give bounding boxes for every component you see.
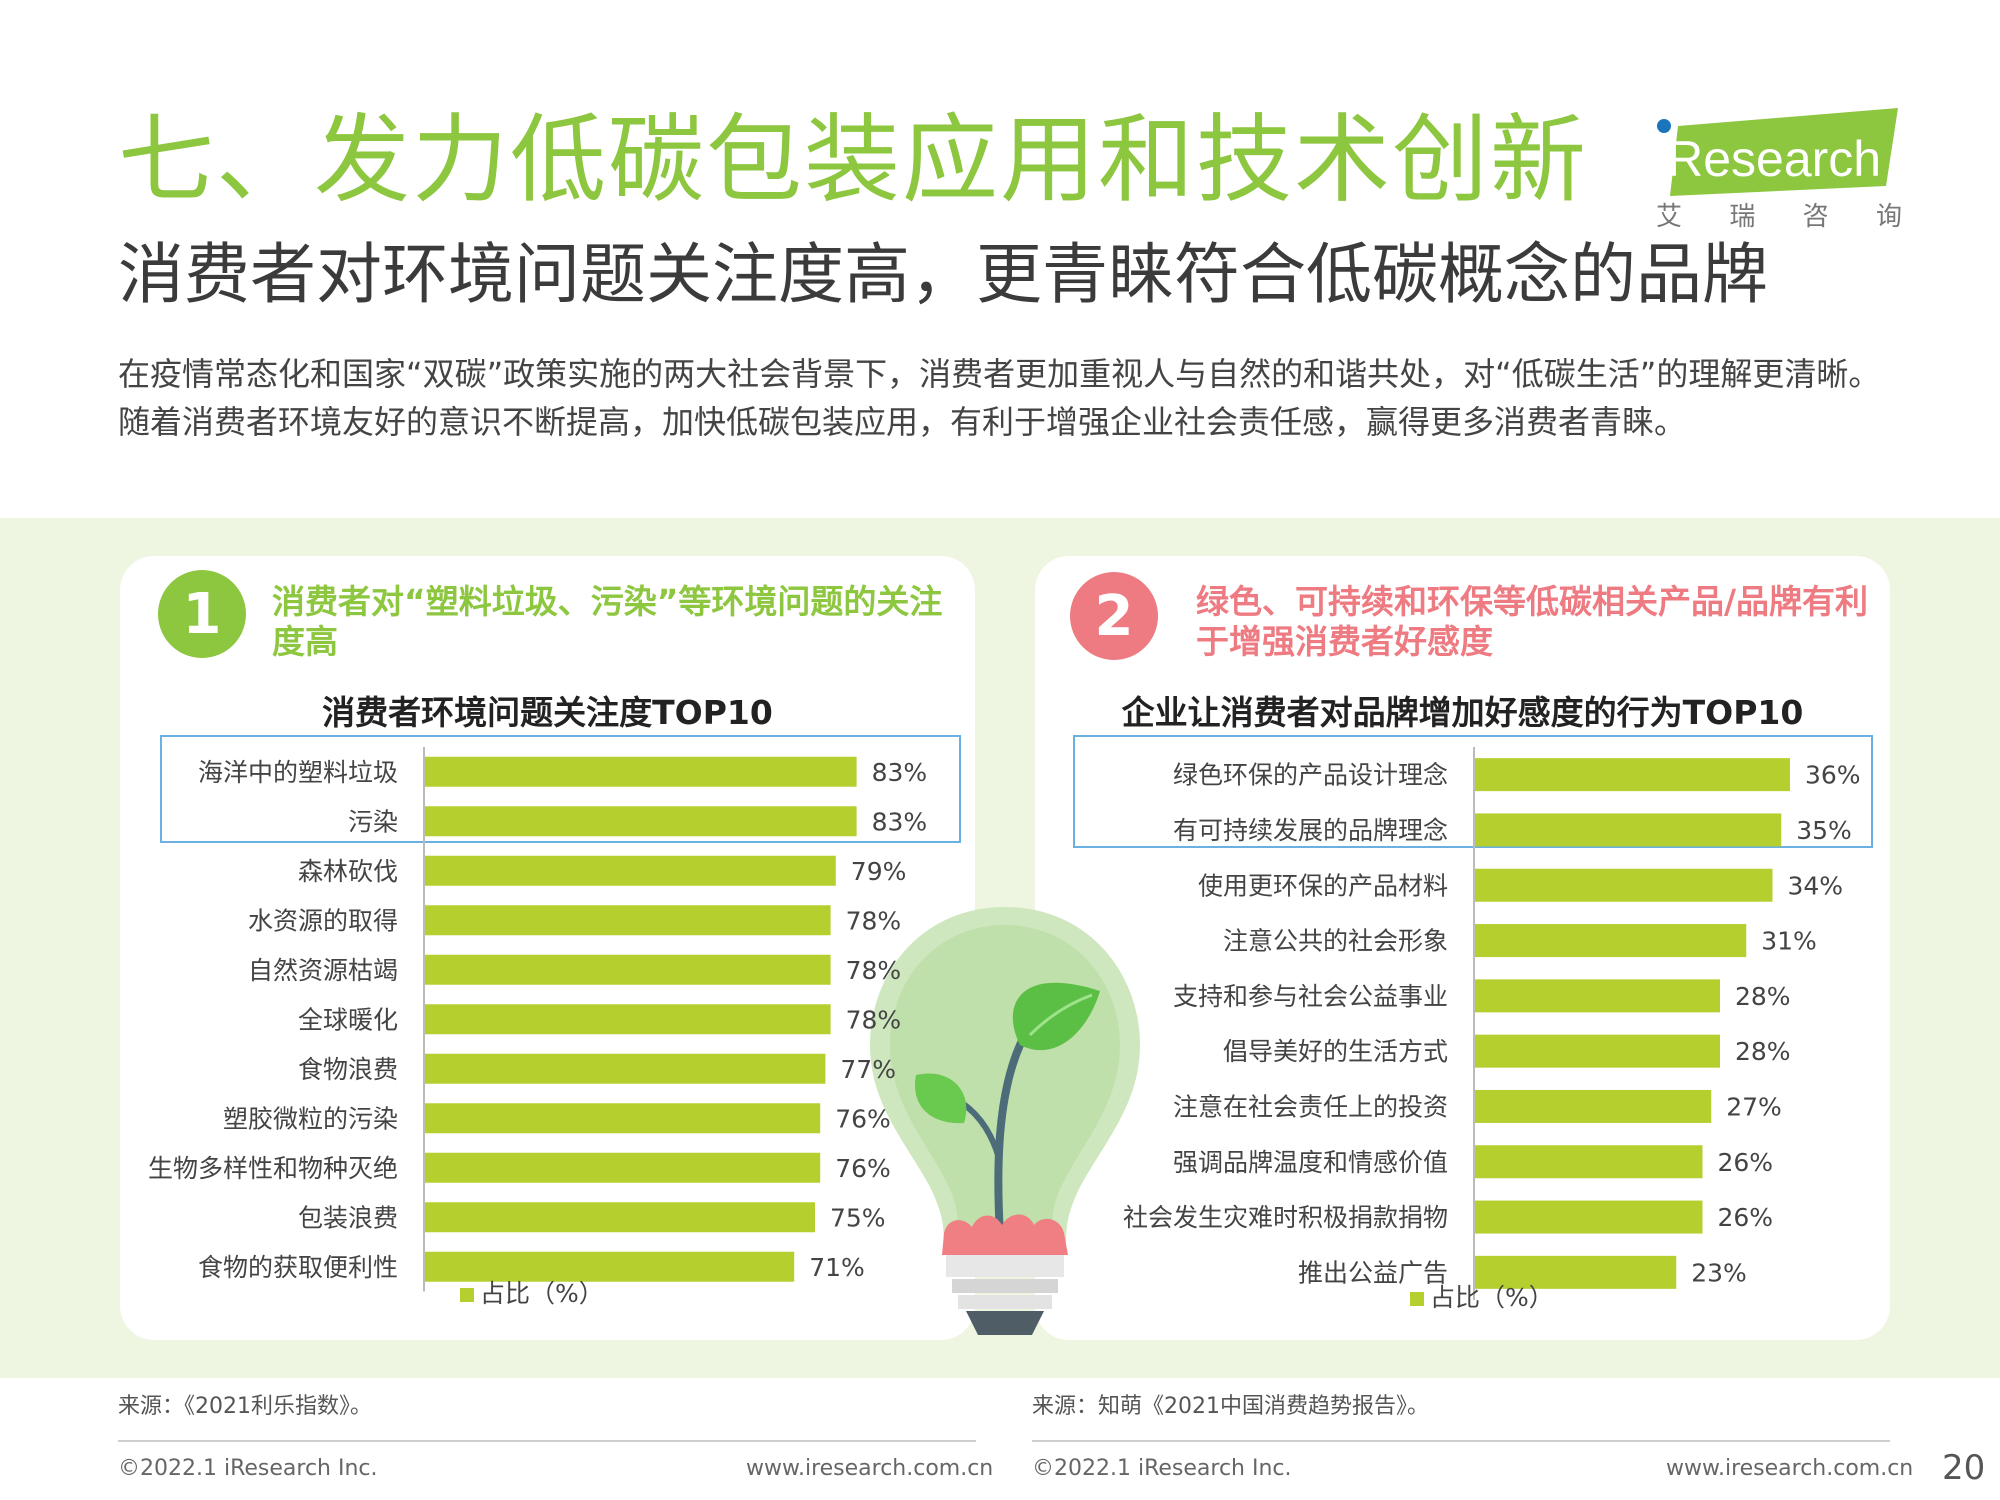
footer-divider-left [118,1440,976,1442]
panel1-heading: 消费者对“塑料垃圾、污染”等环境问题的关注度高 [272,582,943,661]
logo-tagline-char: 瑞 [1729,202,1756,232]
logo-tagline-char: 询 [1875,202,1902,232]
lightbulb-sprout-illustration [870,907,1140,1335]
panel-right [1035,556,1890,1340]
page-number: 20 [1942,1448,1986,1488]
page-title: 七、发力低碳包装应用和技术创新 [118,104,1588,216]
copyright-right: ©2022.1 iResearch Inc. [1032,1456,1292,1481]
logo-tagline: 艾 瑞 咨 询 [1656,196,1902,233]
logo-tagline-char: 艾 [1656,202,1683,232]
page-subtitle: 消费者对环境问题关注度高，更青睐符合低碳概念的品牌 [118,236,1768,313]
chart1-highlight-box [160,735,961,843]
panel-left [120,556,975,1340]
intro-paragraph: 在疫情常态化和国家“双碳”政策实施的两大社会背景下，消费者更加重视人与自然的和谐… [118,355,1881,441]
website-link-left[interactable]: www.iresearch.com.cn [746,1456,994,1481]
footer-divider-right [1032,1440,1890,1442]
logo-tagline-char: 咨 [1802,202,1829,232]
copyright-left: ©2022.1 iResearch Inc. [118,1456,378,1481]
chart1-title: 消费者环境问题关注度TOP10 [322,693,773,732]
chart2-highlight-box [1073,735,1873,848]
website-link-right[interactable]: www.iresearch.com.cn [1666,1456,1914,1481]
iresearch-logo: iResearch [1656,108,1898,196]
chart2-title: 企业让消费者对品牌增加好感度的行为TOP10 [1121,693,1804,732]
panel1-number-badge: 1 [158,570,246,658]
panel2-heading: 绿色、可持续和环保等低碳相关产品/品牌有利于增强消费者好感度 [1196,582,1869,661]
panel2-number-badge: 2 [1070,572,1158,660]
logo-text: iResearch [1656,131,1881,187]
source-note-right: 来源：知萌《2021中国消费趋势报告》。 [1032,1394,1429,1419]
source-note-left: 来源：《2021利乐指数》。 [118,1394,372,1419]
